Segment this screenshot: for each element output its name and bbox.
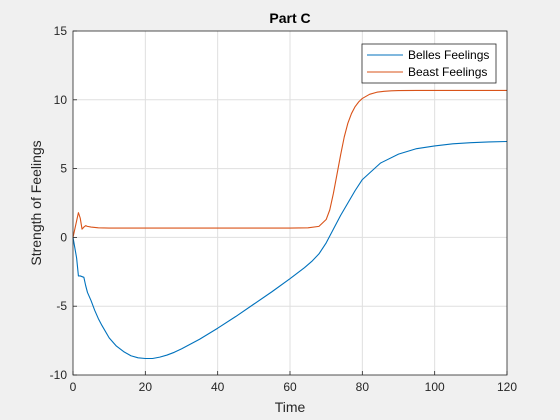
x-tick-label: 80 <box>356 380 370 394</box>
y-tick-label: 15 <box>54 24 68 38</box>
legend: Belles Feelings Beast Feelings <box>361 43 497 84</box>
ticks: 0 20 40 60 80 100 120 -10 -5 0 5 10 15 <box>50 24 518 394</box>
y-tick-label: 10 <box>54 93 68 107</box>
series-layer <box>72 89 508 360</box>
x-tick-label: 20 <box>139 380 153 394</box>
x-tick-label: 60 <box>283 380 297 394</box>
legend-label-beast: Beast Feelings <box>408 65 487 79</box>
y-tick-label: -5 <box>56 299 67 313</box>
y-axis-label: Strength of Feelings <box>28 140 44 265</box>
legend-box <box>361 43 497 84</box>
y-tick-label: -10 <box>50 368 68 382</box>
y-tick-label: 0 <box>60 230 67 244</box>
y-tick-label: 5 <box>60 162 67 176</box>
series-line-belles-feelings <box>72 140 508 360</box>
x-tick-label: 100 <box>425 380 445 394</box>
x-tick-label: 120 <box>497 380 517 394</box>
x-axis-label: Time <box>275 399 306 415</box>
x-tick-label: 0 <box>70 380 77 394</box>
grid <box>73 31 507 375</box>
legend-label-belles: Belles Feelings <box>408 48 489 62</box>
series-line-beast-feelings <box>72 89 507 238</box>
chart-title: Part C <box>269 10 310 26</box>
x-tick-label: 40 <box>211 380 225 394</box>
